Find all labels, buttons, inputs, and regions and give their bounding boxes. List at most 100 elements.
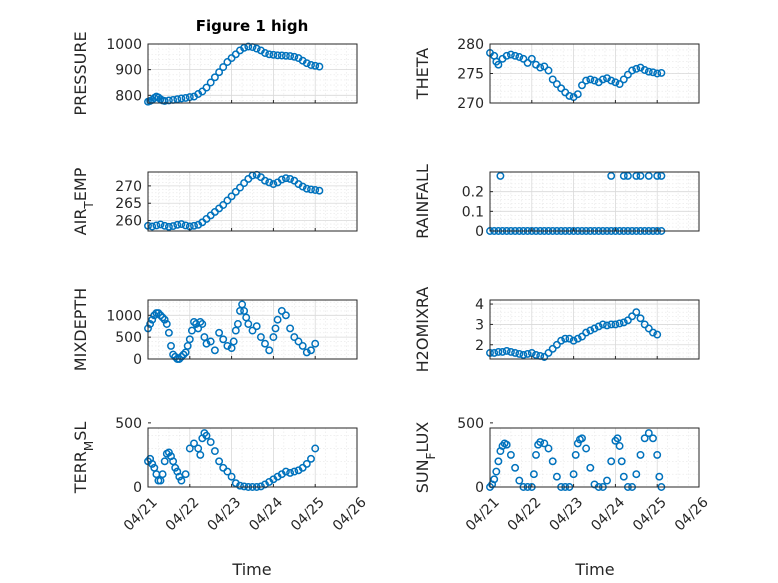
x-tick-label: 04/21 [463,494,503,534]
data-point [158,470,167,479]
axes-box [489,427,700,488]
data-point [617,457,626,466]
data-point [160,221,169,230]
data-point [519,350,528,359]
y-tick-label: 0 [133,480,142,496]
data-point [657,171,666,180]
data-point [302,459,311,468]
data-point [227,472,236,481]
data-point [294,337,303,346]
data-point [162,320,171,328]
data-point [261,49,269,57]
data-point [511,51,520,60]
subplot-pressure: 800 900 1000 PRESSURE [71,31,358,116]
data-point [511,463,520,472]
subplot-mixdepth: 0 500 1000 MIXDEPTH [71,288,358,371]
series-theta [486,48,666,102]
data-point [240,306,249,315]
data-point [183,341,192,350]
data-point [655,472,664,481]
data-point [640,66,649,74]
axes-box [489,171,700,232]
data-point [603,321,611,330]
data-point [240,482,249,491]
data-point [298,463,307,472]
data-point [158,313,167,322]
data-point [146,320,155,328]
data-point [215,457,224,466]
data-point [548,457,557,466]
data-point [215,68,224,77]
data-point [311,61,320,70]
data-point [565,334,574,343]
y-axis-label: H2OMIXRA [413,287,432,373]
data-point [548,344,557,353]
data-point [173,95,182,104]
x-tick-label: 04/21 [121,494,161,534]
y-tick-label: 0.2 [462,185,484,201]
data-point [532,350,540,359]
data-point [582,328,591,337]
data-point [582,76,591,85]
data-point [644,429,653,438]
data-point [148,222,157,231]
data-point [227,192,236,201]
data-point [269,180,278,189]
data-point [490,475,499,484]
data-point [185,335,194,344]
data-point [307,185,315,194]
data-point [215,328,224,337]
data-point [490,348,499,357]
x-tick-label: 04/24 [246,494,286,534]
y-tick-label: 265 [115,196,142,212]
data-point [640,434,649,443]
data-point [498,347,507,356]
data-point [515,476,524,485]
data-point [527,54,536,63]
data-point [261,339,269,348]
data-point [311,444,320,453]
data-point [202,83,211,92]
data-point [290,467,299,476]
data-point [231,326,240,335]
data-point [261,176,269,185]
data-point [200,333,209,342]
x-tick-label: 04/22 [505,494,545,534]
data-point [607,171,616,180]
subplot-rainfall: 0 0.1 0.2 RAINFALL [413,164,700,240]
data-point [515,349,524,358]
data-point [202,431,211,440]
data-point [219,63,228,72]
data-point [590,324,599,333]
data-point [271,324,280,333]
data-point [171,463,180,472]
y-tick-label: 800 [115,88,142,104]
data-point [636,171,645,180]
data-point [632,64,641,73]
data-point [615,442,624,450]
data-point [265,50,274,59]
data-point [231,50,240,59]
data-point [236,481,244,490]
data-point [290,333,299,342]
data-point [231,187,240,196]
data-point [196,317,205,326]
data-point [177,352,186,361]
data-point [177,94,186,103]
y-axis-label: THETA [413,48,432,100]
data-point [164,328,173,337]
data-point [277,51,286,60]
data-point [269,333,278,342]
x-tick-label: 04/26 [672,494,712,534]
data-point [286,468,295,477]
data-point [164,96,173,105]
data-point [586,326,595,335]
series-terr_msl [144,429,320,491]
figure-title: Figure 1 high [196,17,309,35]
data-point [206,337,215,346]
data-point [544,66,553,75]
data-point [544,444,553,453]
data-point [244,320,253,328]
data-point [219,335,228,344]
